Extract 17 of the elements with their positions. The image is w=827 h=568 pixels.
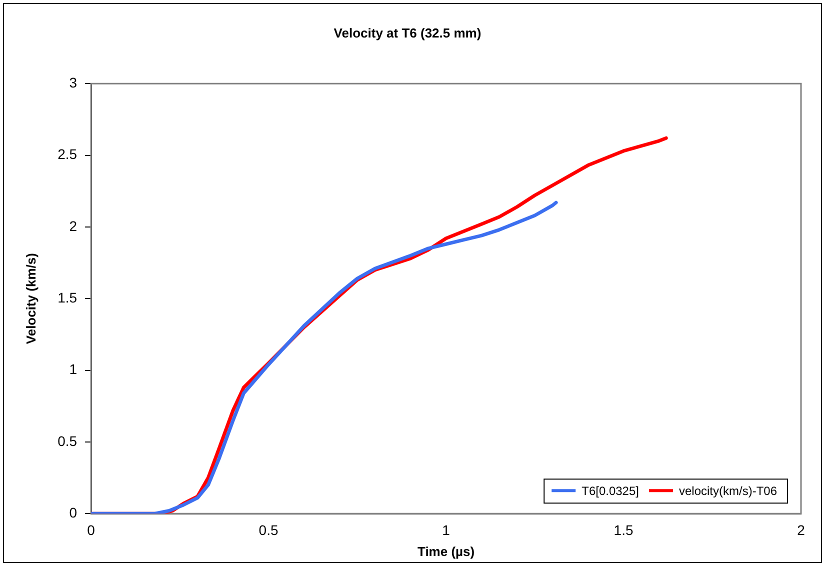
x-tick-label: 2 bbox=[797, 522, 806, 538]
x-tick-label: 0.5 bbox=[258, 522, 278, 538]
y-tick-label: 1 bbox=[69, 361, 78, 378]
y-tick-label: 0.5 bbox=[58, 432, 78, 449]
legend-label: T6[0.0325] bbox=[582, 484, 639, 498]
x-tick-label: 1.5 bbox=[614, 522, 634, 538]
x-axis-title: Time (µs) bbox=[417, 544, 475, 559]
x-tick-label: 0 bbox=[87, 522, 96, 538]
legend-label: velocity(km/s)-T06 bbox=[678, 484, 778, 498]
chart-title: Velocity at T6 (32.5 mm) bbox=[334, 25, 482, 40]
y-tick-label: 3 bbox=[69, 74, 78, 90]
y-tick-label: 1.5 bbox=[58, 289, 78, 306]
y-tick-label: 0 bbox=[69, 504, 78, 520]
y-axis-title: Velocity (km/s) bbox=[23, 253, 38, 344]
x-tick-label: 1 bbox=[442, 522, 450, 538]
y-tick-label: 2 bbox=[69, 218, 78, 234]
y-tick-label: 2.5 bbox=[58, 146, 78, 162]
